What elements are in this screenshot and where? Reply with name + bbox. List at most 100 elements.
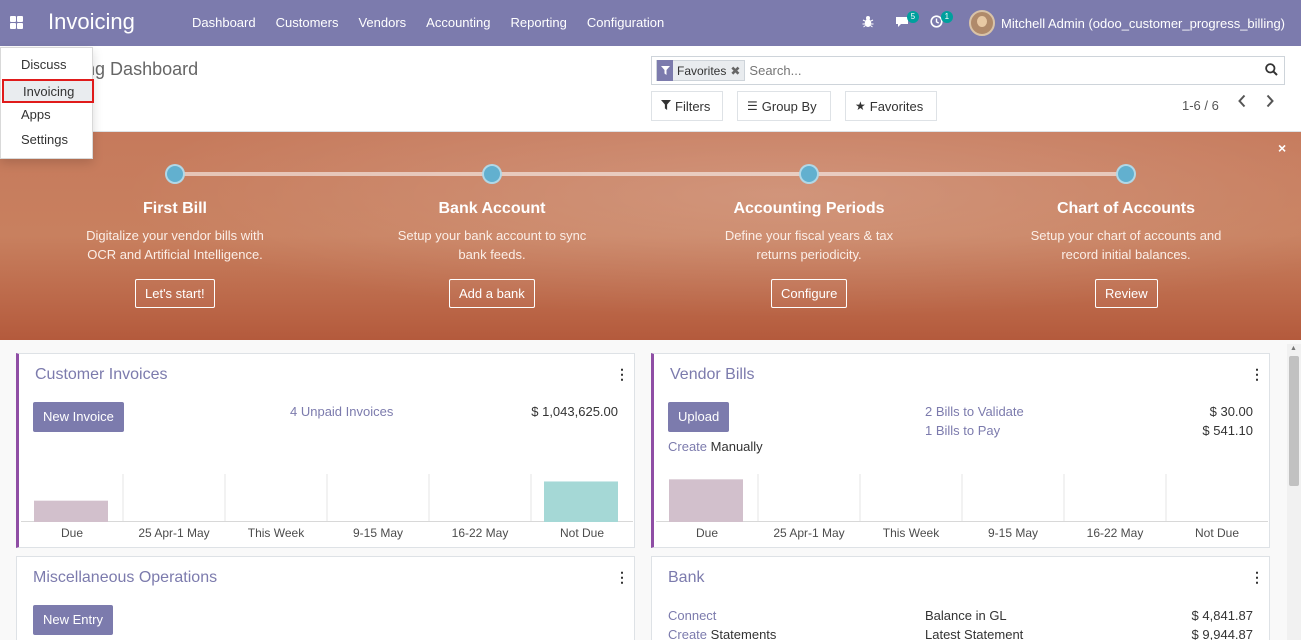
pager-value[interactable]: 1-6 / 6: [1182, 98, 1219, 113]
pay-amount: $ 541.10: [1202, 423, 1253, 438]
x-axis-label: Not Due: [1194, 526, 1240, 540]
apps-menu-icon[interactable]: [10, 16, 23, 29]
x-axis-label: 9-15 May: [987, 526, 1039, 540]
search-bar: Favorites ✖: [651, 56, 1285, 85]
create-statements-row: Create Statements: [668, 627, 776, 640]
customer-invoices-chart: [21, 474, 633, 522]
search-input[interactable]: [749, 58, 1258, 83]
latest-statement-label: Latest Statement: [925, 627, 1024, 640]
filters-label: Filters: [675, 98, 711, 114]
bar-due[interactable]: [669, 479, 743, 522]
user-avatar[interactable]: [969, 10, 996, 36]
x-axis-label: 16-22 May: [1086, 526, 1144, 540]
main-menu: Dashboard Customers Vendors Accounting R…: [182, 0, 674, 46]
messages-icon[interactable]: 5: [891, 11, 920, 31]
favorites-label: Favorites: [869, 98, 924, 114]
bills-to-pay-link[interactable]: 1 Bills to Pay: [925, 423, 1001, 438]
step-dot: [165, 164, 185, 184]
dropdown-item-apps[interactable]: Apps: [21, 107, 51, 122]
balance-label: Balance in GL: [925, 608, 1007, 623]
favorites-button[interactable]: ★ Favorites: [845, 91, 937, 121]
menu-reporting[interactable]: Reporting: [510, 15, 567, 30]
filters-button[interactable]: Filters: [651, 91, 723, 121]
apps-dropdown: Discuss Invoicing Apps Settings: [0, 47, 94, 159]
validate-amount: $ 30.00: [1209, 404, 1253, 419]
search-icon[interactable]: [1258, 62, 1284, 79]
x-axis-label: 9-15 May: [352, 526, 404, 540]
new-entry-button[interactable]: New Entry: [33, 605, 113, 635]
dropdown-item-invoicing[interactable]: Invoicing: [2, 79, 94, 103]
step-desc: Setup your chart of accounts and: [1030, 228, 1222, 243]
dropdown-item-discuss[interactable]: Discuss: [21, 57, 67, 72]
create-link[interactable]: Create: [668, 439, 708, 454]
banner-background: [0, 132, 1301, 340]
kebab-menu-icon[interactable]: ⋮: [1250, 569, 1264, 585]
app-brand[interactable]: Invoicing: [48, 9, 135, 34]
debug-icon[interactable]: [857, 15, 879, 31]
x-axis-label: 16-22 May: [451, 526, 509, 540]
step-title: Bank Account: [438, 200, 546, 217]
top-navbar: Invoicing Dashboard Customers Vendors Ac…: [0, 0, 1301, 46]
messages-badge: 5: [906, 11, 920, 23]
lets-start-button[interactable]: Let's start!: [135, 279, 215, 308]
card-title[interactable]: Bank: [668, 569, 705, 586]
menu-customers[interactable]: Customers: [275, 15, 339, 30]
step-accounting-periods: Accounting Periods Define your fiscal ye…: [699, 200, 919, 264]
connect-link[interactable]: Connect: [668, 608, 717, 623]
search-facet: Favorites ✖: [656, 60, 746, 81]
facet-remove-icon[interactable]: ✖: [730, 63, 741, 78]
user-menu[interactable]: Mitchell Admin (odoo_customer_progress_b…: [1001, 15, 1285, 31]
scrollbar-thumb[interactable]: [1289, 356, 1299, 486]
pager-previous-icon[interactable]: [1237, 94, 1247, 113]
step-title: First Bill: [142, 200, 207, 217]
step-desc: Setup your bank account to sync: [397, 228, 587, 243]
systray: 5 1 Mitchell Admin (odoo_customer_progre…: [857, 0, 1285, 46]
step-bank-account: Bank Account Setup your bank account to …: [382, 200, 602, 264]
kebab-menu-icon[interactable]: ⋮: [1250, 366, 1264, 382]
x-axis-label: This Week: [247, 526, 305, 540]
control-panel: Accounting Dashboard Favorites ✖ Filters…: [0, 46, 1301, 132]
bills-to-validate-link[interactable]: 2 Bills to Validate: [925, 404, 1024, 419]
dropdown-item-settings[interactable]: Settings: [21, 132, 68, 147]
latest-statement-amount: $ 9,944.87: [1191, 627, 1253, 640]
kebab-menu-icon[interactable]: ⋮: [615, 569, 629, 585]
add-bank-button[interactable]: Add a bank: [449, 279, 535, 308]
facet-value: Favorites: [677, 63, 727, 78]
menu-accounting[interactable]: Accounting: [426, 15, 491, 30]
menu-vendors[interactable]: Vendors: [358, 15, 407, 30]
list-icon: ☰: [747, 99, 758, 113]
kebab-menu-icon[interactable]: ⋮: [615, 366, 629, 382]
bar-due[interactable]: [34, 500, 108, 522]
step-first-bill: First Bill Digitalize your vendor bills …: [65, 200, 285, 264]
x-axis-label: Not Due: [559, 526, 605, 540]
step-title: Accounting Periods: [733, 200, 885, 217]
card-title[interactable]: Miscellaneous Operations: [33, 569, 218, 586]
balance-amount: $ 4,841.87: [1191, 608, 1253, 623]
step-desc: bank feeds.: [458, 247, 526, 262]
pager-next-icon[interactable]: [1265, 94, 1275, 113]
x-axis-label: This Week: [882, 526, 940, 540]
step-dot: [1116, 164, 1136, 184]
step-title: Chart of Accounts: [1056, 200, 1196, 217]
onboarding-banner: First Bill Digitalize your vendor bills …: [0, 132, 1301, 340]
group-by-button[interactable]: ☰ Group By: [737, 91, 831, 121]
vendor-bills-card: Vendor Bills ⋮ Upload Create Manually 2 …: [651, 353, 1270, 548]
review-button[interactable]: Review: [1095, 279, 1158, 308]
scroll-up-icon[interactable]: ▲: [1290, 345, 1297, 352]
menu-configuration[interactable]: Configuration: [586, 15, 665, 30]
activities-icon[interactable]: 1: [925, 11, 954, 31]
create-suffix: Statements: [710, 627, 777, 640]
configure-button[interactable]: Configure: [771, 279, 848, 308]
unpaid-invoices-link[interactable]: 4 Unpaid Invoices: [290, 404, 394, 419]
create-manually-row: Create Manually: [668, 439, 763, 454]
card-title[interactable]: Customer Invoices: [35, 366, 168, 383]
close-banner-icon[interactable]: ×: [1278, 140, 1287, 156]
create-link[interactable]: Create: [668, 627, 708, 640]
bar-not-due[interactable]: [544, 481, 618, 522]
menu-dashboard[interactable]: Dashboard: [192, 15, 256, 30]
x-axis-label: Due: [60, 526, 83, 540]
step-dot: [482, 164, 502, 184]
new-invoice-button[interactable]: New Invoice: [33, 402, 124, 432]
card-title[interactable]: Vendor Bills: [670, 366, 755, 383]
upload-button[interactable]: Upload: [668, 402, 730, 432]
